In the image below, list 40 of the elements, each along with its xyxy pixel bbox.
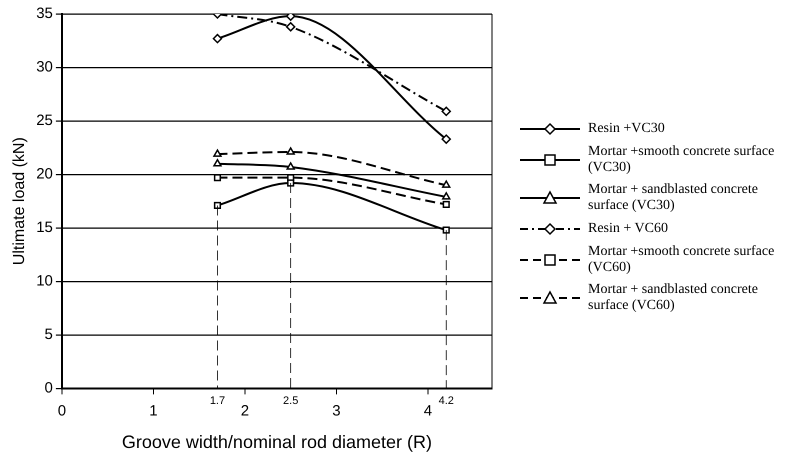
- point: [441, 106, 451, 116]
- y-tick-label: 35: [36, 5, 53, 22]
- point: [214, 174, 222, 182]
- point: [286, 22, 296, 32]
- point: [286, 147, 295, 155]
- legend-label: Resin + VC60: [588, 221, 668, 237]
- point: [286, 14, 296, 21]
- x-tick-label: 1: [149, 402, 158, 420]
- y-tick-label: 15: [36, 219, 53, 236]
- point: [442, 226, 450, 234]
- x-tick-label: 3: [332, 402, 341, 420]
- x-tick-label: 2: [240, 402, 250, 420]
- point: [287, 179, 294, 187]
- y-tick-label: 5: [44, 326, 53, 344]
- point: [442, 200, 450, 208]
- x-tick-label: 0: [58, 402, 66, 420]
- y-axis-title: Ultimate load (kN): [11, 137, 28, 266]
- y-tick-label: 25: [36, 112, 53, 130]
- x-tick-label: 4: [424, 402, 432, 420]
- y-tick-label: 10: [36, 272, 53, 290]
- point: [442, 192, 450, 200]
- legend-label: Mortar +smooth concrete surface (VC30): [588, 144, 776, 176]
- point: [441, 134, 451, 144]
- ref-line-label: 1.7: [210, 394, 226, 407]
- y-tick-label: 0: [44, 380, 53, 397]
- legend-label: Mortar +smooth concrete surface (VC60): [588, 244, 776, 276]
- legend-label: Resin +VC30: [588, 121, 665, 137]
- point: [214, 202, 222, 210]
- x-axis-title: Groove width/nominal rod diameter (R): [122, 432, 432, 452]
- point: [212, 34, 222, 44]
- ref-line-label: 2.5: [283, 394, 298, 407]
- y-tick-label: 20: [36, 166, 53, 183]
- point: [213, 149, 222, 157]
- point: [442, 180, 450, 188]
- point: [213, 159, 222, 167]
- y-tick-label: 30: [36, 58, 53, 76]
- point: [286, 162, 295, 170]
- legend-label: Mortar + sandblasted concrete surface (VC30): [588, 182, 759, 214]
- legend-label: Mortar + sandblasted concrete surface (VC60): [588, 282, 759, 314]
- ref-line-label: 4.2: [438, 394, 454, 407]
